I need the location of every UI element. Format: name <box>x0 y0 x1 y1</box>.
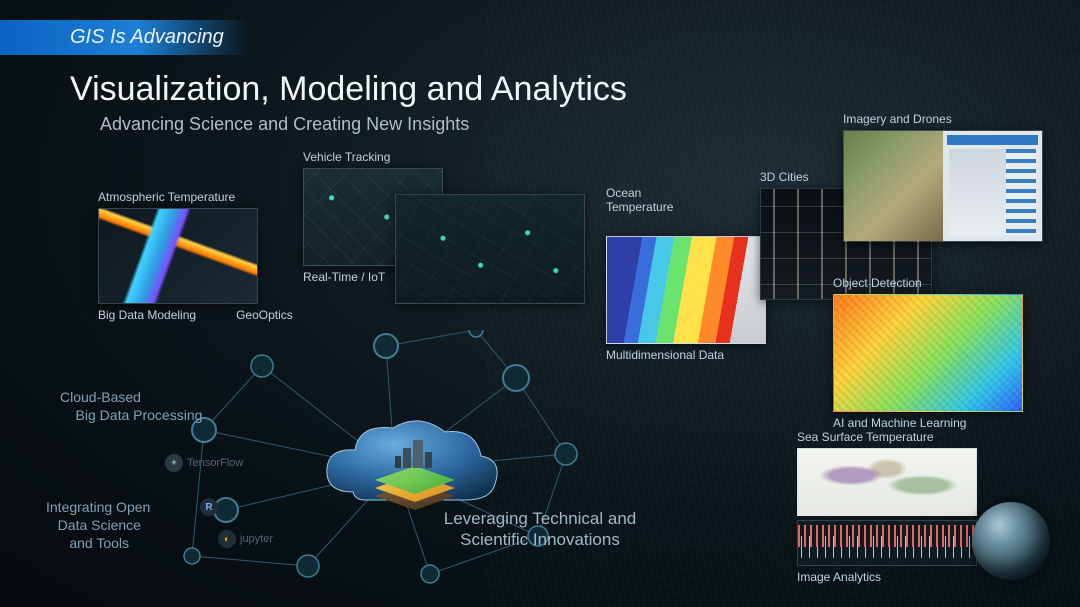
section-ribbon: GIS Is Advancing <box>0 20 250 55</box>
page-subtitle: Advancing Science and Creating New Insig… <box>100 114 469 135</box>
card-sea: Sea Surface Temperature Image Analytics <box>797 430 977 584</box>
tagline: Leveraging Technical and Scientific Inno… <box>415 508 665 551</box>
card-secondary-below: GeoOptics <box>236 308 293 322</box>
jupyter-logo: ◐ jupyter <box>218 530 273 548</box>
jupyter-label: jupyter <box>240 533 273 545</box>
globe-icon <box>972 502 1050 580</box>
card-atmos: Atmospheric Temperature Big Data Modeling… <box>98 190 293 322</box>
card-title-above: Vehicle Tracking <box>303 150 443 164</box>
card-title-above: Imagery and Drones <box>843 112 1043 126</box>
label-cloud-processing: Cloud-Based Big Data Processing <box>60 388 202 424</box>
card-title-below: AI and Machine Learning <box>833 416 966 430</box>
r-logo: R <box>200 498 218 516</box>
thumb <box>843 130 1043 242</box>
card-title-above: Atmospheric Temperature <box>98 190 293 204</box>
thumb <box>833 294 1023 412</box>
card-imagery: Imagery and Drones <box>843 112 1043 242</box>
thumb <box>797 448 977 566</box>
card-ocean: Ocean TemperatureMultidimensional Data <box>606 220 766 362</box>
card-title-below: Real-Time / IoT <box>303 270 385 284</box>
thumb <box>395 194 585 304</box>
label-open-tools: Integrating Open Data Science and Tools <box>46 498 150 553</box>
page-title: Visualization, Modeling and Analytics <box>70 70 627 109</box>
tensorflow-label: TensorFlow <box>187 457 243 469</box>
card-title-below: Image Analytics <box>797 570 881 584</box>
card-object: Object Detection AI and Machine Learning <box>833 276 1023 430</box>
card-title-below: Multidimensional Data <box>606 348 724 362</box>
tensorflow-logo: ✦ TensorFlow <box>165 454 243 472</box>
thumb <box>606 236 766 344</box>
card-title-above: Ocean Temperature <box>606 186 766 214</box>
card-title-above: Object Detection <box>833 276 1023 290</box>
thumb <box>98 208 258 304</box>
card-vehicle2 <box>395 194 585 304</box>
card-title-below: Big Data Modeling <box>98 308 196 322</box>
card-title-above: Sea Surface Temperature <box>797 430 977 444</box>
